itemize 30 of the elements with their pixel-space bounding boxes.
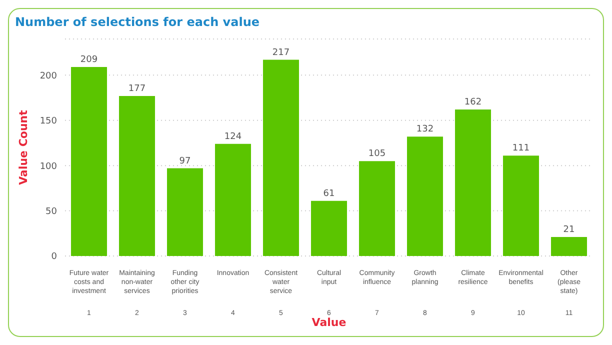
- bar: [455, 110, 491, 256]
- data-label: 61: [323, 188, 335, 199]
- chart-title: Number of selections for each value: [15, 15, 260, 29]
- data-label: 111: [512, 144, 530, 154]
- y-tick-label: 100: [40, 162, 58, 172]
- data-label: 177: [128, 84, 146, 94]
- x-axis-title: Value: [312, 316, 346, 329]
- data-label: 97: [179, 156, 191, 166]
- data-label: 209: [80, 55, 98, 66]
- y-tick-label: 200: [40, 71, 58, 82]
- data-label: 132: [416, 124, 434, 135]
- y-tick-label: 50: [46, 206, 58, 217]
- bar: [503, 156, 539, 256]
- data-label: 162: [464, 98, 482, 108]
- bar: [359, 161, 395, 256]
- y-tick-label: 0: [51, 252, 58, 262]
- bar: [551, 237, 587, 256]
- bar: [407, 136, 443, 256]
- bar: [215, 144, 251, 256]
- data-label: 21: [563, 225, 575, 236]
- bar: [311, 200, 347, 256]
- y-axis-title: Value Count: [16, 110, 30, 185]
- bar: [119, 96, 155, 256]
- bar: [167, 168, 203, 256]
- bar: [263, 60, 299, 256]
- y-tick-label: 150: [40, 116, 58, 127]
- data-label: 124: [224, 132, 242, 142]
- data-label: 105: [368, 149, 386, 160]
- bar: [71, 67, 107, 256]
- data-label: 217: [272, 48, 290, 58]
